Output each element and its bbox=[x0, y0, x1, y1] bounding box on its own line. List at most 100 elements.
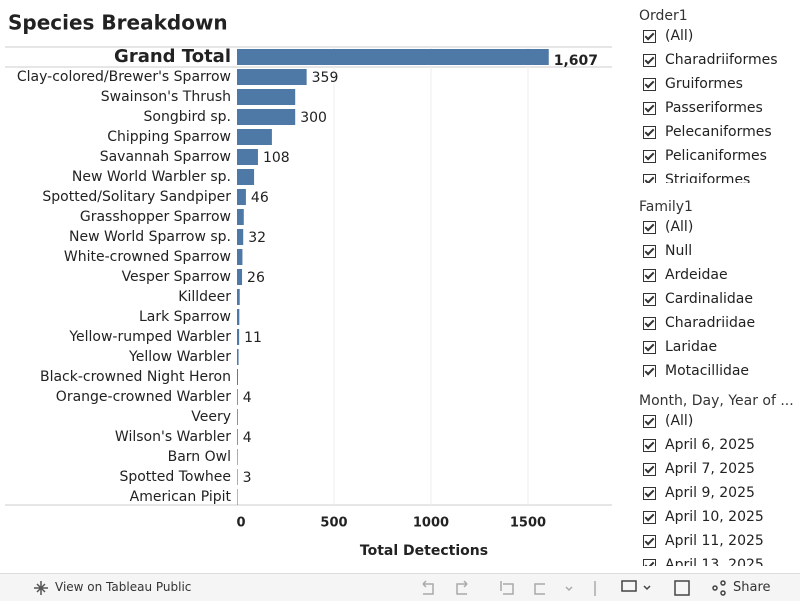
bar bbox=[237, 429, 238, 445]
checkbox[interactable] bbox=[643, 316, 656, 330]
checkbox[interactable] bbox=[643, 510, 656, 524]
filter-item[interactable]: Laridae bbox=[639, 335, 800, 359]
checkbox[interactable] bbox=[643, 558, 656, 566]
y-tick-label: Grasshopper Sparrow bbox=[80, 209, 231, 225]
filter-label: April 6, 2025 bbox=[665, 437, 755, 453]
checkbox[interactable] bbox=[643, 438, 656, 452]
checkbox[interactable] bbox=[643, 534, 656, 548]
checkbox[interactable] bbox=[643, 340, 656, 354]
x-tick-label: 500 bbox=[320, 516, 347, 531]
bar bbox=[237, 69, 307, 85]
filter-item[interactable]: Gruiformes bbox=[639, 72, 800, 96]
filter-label: Passeriformes bbox=[665, 100, 763, 116]
filter-label: Laridae bbox=[665, 339, 718, 355]
filter-label: Cardinalidae bbox=[665, 291, 753, 307]
filter-item[interactable]: Pelecaniformes bbox=[639, 120, 800, 144]
checkbox[interactable] bbox=[643, 173, 656, 183]
bar bbox=[237, 189, 246, 205]
checkbox[interactable] bbox=[643, 414, 656, 428]
filter-label: Charadriiformes bbox=[665, 52, 778, 68]
y-tick-label: Spotted/Solitary Sandpiper bbox=[42, 189, 231, 205]
bar bbox=[237, 309, 240, 325]
checkbox[interactable] bbox=[643, 486, 656, 500]
value-label: 1,607 bbox=[554, 53, 598, 69]
filter-item[interactable]: April 6, 2025 bbox=[639, 433, 800, 457]
bar bbox=[237, 369, 238, 385]
filter-item[interactable]: Cardinalidae bbox=[639, 287, 800, 311]
filter-label: April 13, 2025 bbox=[665, 557, 764, 566]
filter-item[interactable]: Charadriiformes bbox=[639, 48, 800, 72]
value-label: 26 bbox=[247, 270, 265, 286]
value-label: 3 bbox=[243, 470, 252, 486]
filter-item[interactable]: Passeriformes bbox=[639, 96, 800, 120]
bar bbox=[237, 409, 238, 425]
filter-item[interactable]: April 7, 2025 bbox=[639, 457, 800, 481]
x-tick-label: 0 bbox=[236, 516, 245, 531]
bar bbox=[237, 109, 296, 125]
filter-list: (All) Charadriiformes Gruiformes Passerifor… bbox=[639, 24, 800, 183]
y-tick-label: Black-crowned Night Heron bbox=[40, 369, 231, 385]
bar bbox=[237, 209, 244, 225]
value-label: 46 bbox=[251, 190, 269, 206]
filter-item[interactable]: Ardeidae bbox=[639, 263, 800, 287]
checkbox[interactable] bbox=[643, 101, 656, 115]
bar bbox=[237, 149, 258, 165]
filter-item[interactable]: April 9, 2025 bbox=[639, 481, 800, 505]
bar bbox=[237, 169, 255, 185]
x-tick-label: 1000 bbox=[413, 516, 449, 531]
checkbox[interactable] bbox=[643, 149, 656, 163]
filter-item[interactable]: Motacillidae bbox=[639, 359, 800, 377]
filter-title: Family1 bbox=[639, 199, 693, 215]
chart: Species Breakdown Total Detections 0 500 1… bbox=[5, 11, 612, 559]
view-link[interactable]: View on Tableau Public bbox=[55, 580, 192, 594]
filter-item[interactable]: (All) bbox=[639, 409, 800, 433]
y-tick-label: Yellow-rumped Warbler bbox=[68, 329, 231, 345]
bar bbox=[237, 129, 272, 145]
value-label: 4 bbox=[243, 390, 252, 406]
share-button[interactable]: Share bbox=[733, 580, 771, 595]
y-tick-label: Songbird sp. bbox=[144, 109, 231, 125]
filter-title: Month, Day, Year of ... bbox=[639, 393, 794, 409]
toolbar-icons bbox=[422, 580, 596, 596]
filter-item[interactable]: (All) bbox=[639, 215, 800, 239]
filter-item[interactable]: Charadriidae bbox=[639, 311, 800, 335]
filter-item[interactable]: Null bbox=[639, 239, 800, 263]
filter-item[interactable]: April 10, 2025 bbox=[639, 505, 800, 529]
filter-label: Strigiformes bbox=[665, 172, 751, 183]
y-tick-label: Wilson's Warbler bbox=[115, 429, 231, 445]
checkbox[interactable] bbox=[643, 29, 656, 43]
checkbox[interactable] bbox=[643, 244, 656, 258]
filter-list: (All) Null Ardeidae Cardinalidae Charadriida… bbox=[639, 215, 800, 377]
checkbox[interactable] bbox=[643, 125, 656, 139]
bar bbox=[237, 49, 549, 65]
filter-title: Order1 bbox=[639, 8, 688, 24]
bar bbox=[237, 249, 243, 265]
checkbox[interactable] bbox=[643, 53, 656, 67]
filter-item[interactable]: April 11, 2025 bbox=[639, 529, 800, 553]
checkbox[interactable] bbox=[643, 77, 656, 91]
checkbox[interactable] bbox=[643, 292, 656, 306]
value-label: 11 bbox=[244, 330, 262, 346]
filter-item[interactable]: Strigiformes bbox=[639, 168, 800, 183]
x-tick-label: 1500 bbox=[510, 516, 546, 531]
filter-label: Null bbox=[665, 243, 693, 259]
filter-item[interactable]: Pelicaniformes bbox=[639, 144, 800, 168]
y-tick-label: Savannah Sparrow bbox=[100, 149, 231, 165]
filter-item[interactable]: April 13, 2025 bbox=[639, 553, 800, 566]
y-tick-label: New World Sparrow sp. bbox=[69, 229, 231, 245]
bar bbox=[237, 389, 238, 405]
checkbox[interactable] bbox=[643, 268, 656, 282]
checkbox[interactable] bbox=[643, 364, 656, 377]
checkbox[interactable] bbox=[643, 220, 656, 234]
y-tick-label: Chipping Sparrow bbox=[107, 129, 231, 145]
toolbar: View on Tableau Public Share bbox=[0, 573, 800, 601]
filter-label: Pelicaniformes bbox=[665, 148, 767, 164]
filter-label: April 7, 2025 bbox=[665, 461, 755, 477]
y-tick-label: Grand Total bbox=[114, 46, 231, 67]
filter-label: (All) bbox=[665, 219, 694, 235]
bar bbox=[237, 229, 244, 245]
chart-title: Species Breakdown bbox=[8, 11, 228, 35]
y-tick-label: Clay-colored/Brewer's Sparrow bbox=[17, 69, 231, 85]
filter-item[interactable]: (All) bbox=[639, 24, 800, 48]
checkbox[interactable] bbox=[643, 462, 656, 476]
